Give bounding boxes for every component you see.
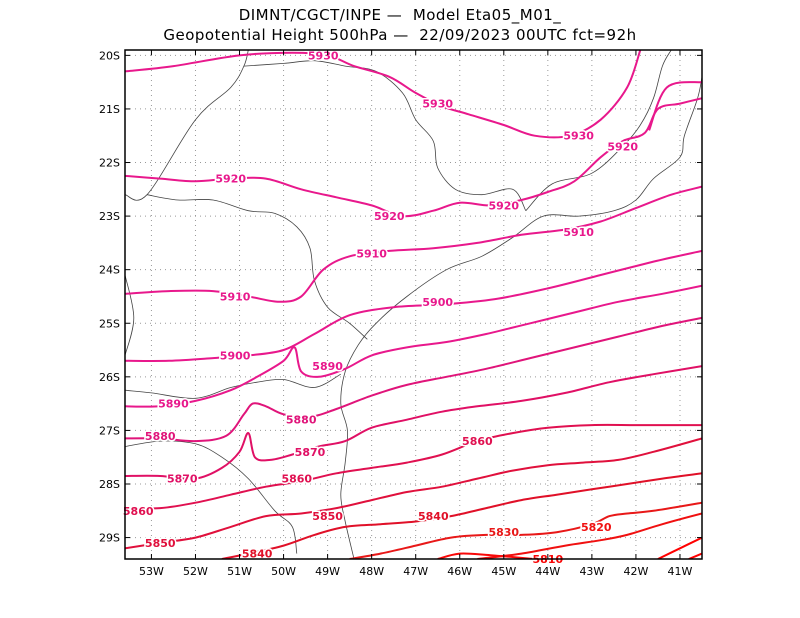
x-tick-label: 43W <box>579 565 604 578</box>
y-tick-label: 25S <box>99 317 120 330</box>
y-tick-label: 21S <box>99 103 120 116</box>
y-tick-label: 22S <box>99 157 120 170</box>
contour-labels: 5930 5930 5930 5920 5920 5920 5920 5910 5910 5910… <box>121 48 639 568</box>
contour-label: 5900 <box>220 349 251 362</box>
contour-label: 5920 <box>607 140 638 153</box>
map-border-mg-rj-es <box>525 50 672 211</box>
contour-label: 5870 <box>295 446 326 459</box>
map-lines <box>125 50 702 559</box>
x-tick-label: 45W <box>491 565 516 578</box>
contour-label: 5890 <box>312 360 343 373</box>
contour-line-5860 <box>125 423 702 510</box>
x-tick-label: 47W <box>403 565 428 578</box>
contour-label: 5870 <box>167 473 198 486</box>
y-tick-label: 29S <box>99 532 120 545</box>
x-tick-label: 42W <box>623 565 648 578</box>
contour-label: 5900 <box>422 296 453 309</box>
contour-line-5800 <box>657 536 702 559</box>
y-tick-label: 20S <box>99 49 120 62</box>
contour-label: 5930 <box>563 130 594 143</box>
contour-line-5890 <box>125 284 702 408</box>
contour-label: 5820 <box>581 521 612 534</box>
map-border-sp-mg <box>243 60 527 211</box>
x-tick-label: 41W <box>668 565 693 578</box>
contour-label: 5830 <box>488 526 519 539</box>
x-tick-label: 52W <box>183 565 208 578</box>
x-tick-label: 48W <box>359 565 384 578</box>
contour-line-5920 <box>125 97 702 218</box>
contour-label: 5890 <box>158 398 189 411</box>
contour-line-5900 <box>125 249 702 362</box>
contour-label: 5840 <box>418 510 449 523</box>
contour-label: 5920 <box>215 173 246 186</box>
chart-title-line2: Geopotential Height 500hPa — 22/09/2023 … <box>163 26 637 44</box>
x-tick-label: 46W <box>447 565 472 578</box>
contour-line-5850 <box>125 437 702 550</box>
y-tick-label: 23S <box>99 210 120 223</box>
x-tick-label: 50W <box>271 565 296 578</box>
x-tick-label: 51W <box>227 565 252 578</box>
map-coastline <box>340 76 702 559</box>
x-tick-label: 49W <box>315 565 340 578</box>
contour-label: 5840 <box>242 548 273 561</box>
x-axis: 53W 52W 51W 50W 49W 48W 47W 46W 45W 44W 43W 42W 41W <box>139 50 693 578</box>
y-tick-label: 28S <box>99 478 120 491</box>
contour-lines <box>125 50 702 559</box>
contour-label: 5860 <box>462 435 493 448</box>
contour-line-5870 <box>125 365 702 480</box>
x-tick-label: 53W <box>139 565 164 578</box>
map-border-pr-sp <box>146 194 368 340</box>
x-tick-label: 44W <box>535 565 560 578</box>
contour-label: 5860 <box>123 505 154 518</box>
contour-label: 5930 <box>308 49 339 62</box>
y-axis: 20S 21S 22S 23S 24S 25S 26S 27S 28S 29S <box>99 49 702 545</box>
contour-label: 5920 <box>488 199 519 212</box>
chart-title-line1: DIMNT/CGCT/INPE — Model Eta05_M01_ <box>238 6 562 24</box>
map-border-rs-sc <box>125 440 298 554</box>
plot-background <box>125 50 702 559</box>
contour-label: 5910 <box>220 290 251 303</box>
contour-label: 5850 <box>312 510 343 523</box>
contour-line-5830 <box>349 501 702 559</box>
map-border-west <box>125 274 135 356</box>
contour-label: 5880 <box>286 414 317 427</box>
contour-label: 5850 <box>145 537 176 550</box>
contour-line-5840 <box>221 472 702 559</box>
y-tick-label: 26S <box>99 371 120 384</box>
contour-line-5810 <box>437 552 535 559</box>
contour-label: 5910 <box>563 226 594 239</box>
contour-line-5880 <box>125 316 702 443</box>
contour-label: 5880 <box>145 430 176 443</box>
contour-line-5910 <box>125 185 702 303</box>
plot-frame <box>124 49 703 560</box>
y-tick-label: 27S <box>99 424 120 437</box>
contour-label: 5860 <box>281 473 312 486</box>
y-tick-label: 24S <box>99 264 120 277</box>
map-border-ms <box>125 50 249 201</box>
contour-label: 5930 <box>422 98 453 111</box>
contour-line-5820 <box>477 512 702 559</box>
contour-label: 5920 <box>374 210 405 223</box>
contour-line-5930 <box>125 50 642 139</box>
contour-label: 5910 <box>356 248 387 261</box>
